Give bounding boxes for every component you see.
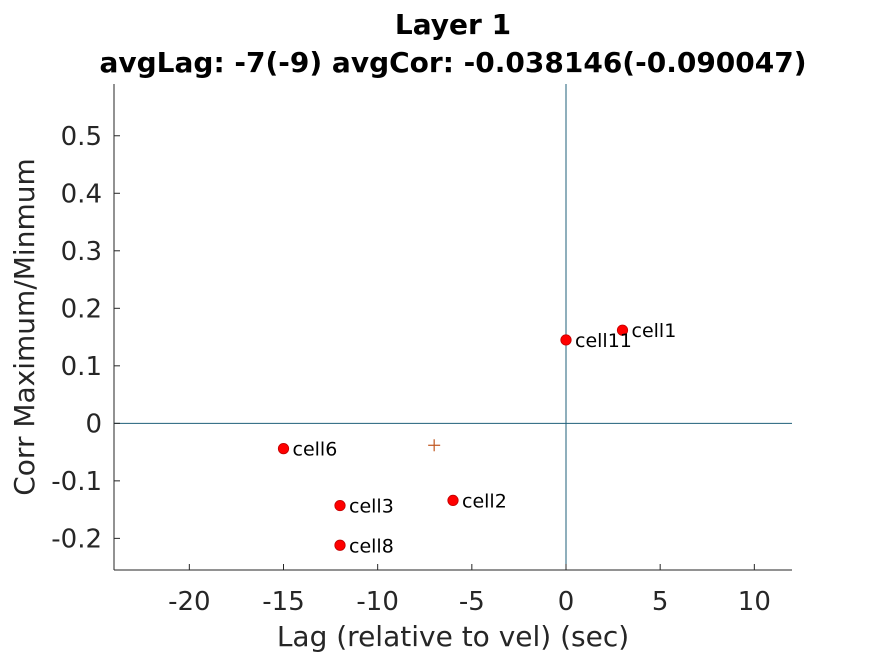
- x-tick-label: -5: [459, 587, 485, 617]
- y-axis-label: Corr Maximum/Minmum: [8, 158, 41, 496]
- plot-area: -20 -15 -10 -5 0 5 10 0.5 0.4 0.3 0.2 0.1 0 -0.1 -0.2 c…: [51, 84, 792, 617]
- data-point: [277, 443, 290, 455]
- data-point: [447, 494, 459, 507]
- data-point: [616, 324, 629, 336]
- point-label: cell8: [349, 535, 394, 557]
- chart-title: Layer 1: [395, 8, 511, 41]
- x-tick-label: -20: [168, 587, 210, 617]
- x-tick-label: 10: [738, 587, 771, 617]
- point-label: cell3: [349, 496, 394, 518]
- y-tick-label: -0.2: [51, 524, 102, 554]
- x-axis-label: Lag (relative to vel) (sec): [277, 620, 629, 653]
- x-tick-label: -10: [356, 587, 398, 617]
- y-tick-label: 0: [85, 409, 102, 439]
- average-marker: [428, 439, 441, 452]
- y-tick-label: 0.3: [61, 237, 102, 267]
- data-point: [334, 539, 346, 551]
- point-label: cell1: [632, 320, 677, 342]
- data-point: [560, 334, 572, 346]
- point-label: cell2: [462, 490, 507, 512]
- y-tick-label: -0.1: [51, 467, 102, 497]
- y-tick-label: 0.4: [61, 179, 102, 209]
- y-tick-label: 0.2: [61, 294, 102, 324]
- x-tick-label: 0: [558, 587, 575, 617]
- point-label: cell6: [293, 439, 338, 461]
- x-tick-label: 5: [652, 587, 669, 617]
- x-tick-label: -15: [262, 587, 304, 617]
- chart-subtitle: avgLag: -7(-9) avgCor: -0.038146(-0.0900…: [99, 46, 806, 79]
- y-tick-label: 0.5: [61, 122, 102, 152]
- data-point: [334, 499, 346, 512]
- y-tick-label: 0.1: [61, 352, 102, 382]
- point-label: cell11: [575, 330, 632, 352]
